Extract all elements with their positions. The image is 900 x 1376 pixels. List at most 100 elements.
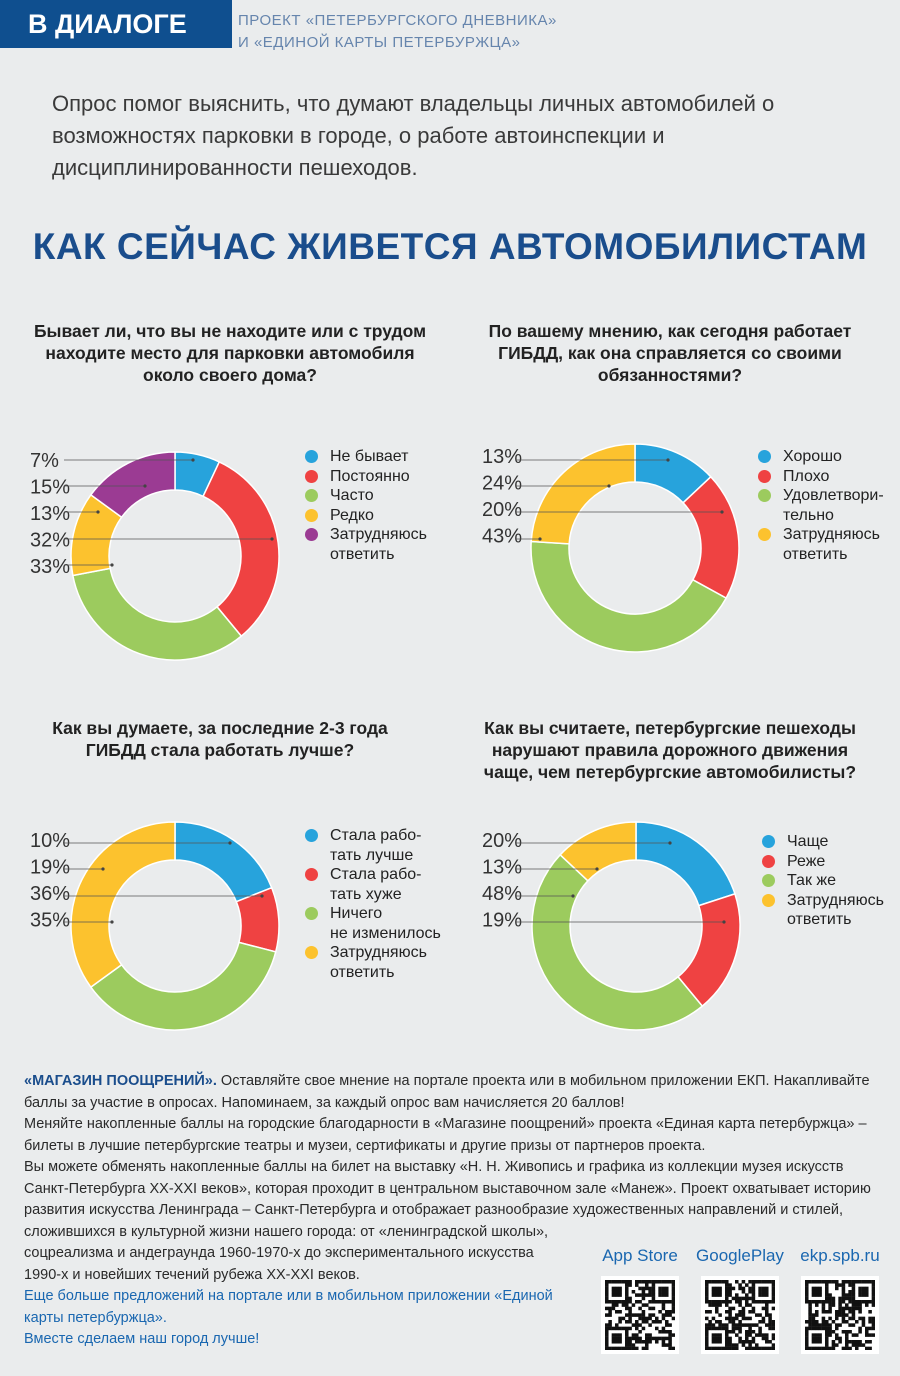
chart-1-title: Бывает ли, что вы не находите или с труд…: [33, 321, 427, 385]
legend-swatch: [758, 450, 771, 463]
legend-item: Затрудняюсь ответить: [762, 891, 884, 930]
percent-label: 15%: [30, 477, 70, 499]
leader-dot: [538, 537, 542, 541]
footer-text: «МАГАЗИН ПООЩРЕНИЙ». Оставляйте свое мне…: [24, 1071, 890, 1351]
legend-item: Так же: [762, 871, 884, 891]
legend-swatch: [762, 835, 775, 848]
donut-slice: [530, 443, 636, 545]
chart-4-title: Как вы считаете, петербургские пешеходы …: [483, 718, 857, 782]
legend-swatch: [305, 489, 318, 502]
legend-item: Не бывает: [305, 447, 427, 467]
website-link[interactable]: ekp.spb.ru: [790, 1246, 890, 1354]
legend-label: Затрудняюсь ответить: [783, 526, 880, 563]
legend-label: Стала рабо- тать хуже: [330, 866, 422, 903]
donut-slice: [531, 853, 704, 1031]
percent-label: 35%: [30, 910, 70, 932]
percent-label: 13%: [30, 503, 70, 525]
legend-item: Затрудняюсь ответить: [305, 525, 427, 564]
legend-swatch: [758, 469, 771, 483]
legend-label: Удовлетвори- тельно: [783, 487, 884, 524]
legend-swatch: [762, 874, 775, 887]
qr-code-icon: [601, 1276, 679, 1354]
percent-label: 36%: [30, 883, 70, 905]
legend-swatch: [305, 907, 318, 920]
app-store-label[interactable]: App Store: [602, 1246, 678, 1265]
legend-label: Редко: [330, 506, 374, 524]
percent-label: 19%: [482, 910, 522, 932]
footer-p4: Еще больше предложений на портале или в …: [24, 1288, 553, 1326]
leader-dot: [96, 510, 100, 514]
legend-item: Хорошо: [758, 447, 884, 467]
donut-slice: [89, 451, 176, 519]
legend-item: Часто: [305, 486, 427, 506]
legend-swatch: [762, 854, 775, 868]
website-label[interactable]: ekp.spb.ru: [800, 1246, 880, 1265]
percent-label: 13%: [482, 857, 522, 879]
legend-label: Стала рабо- тать лучше: [330, 827, 422, 864]
footer-p1: Оставляйте свое мнение на портале проект…: [24, 1073, 870, 1111]
chart-3-legend: Стала рабо- тать лучше Стала рабо- тать х…: [305, 826, 441, 982]
percent-label: 10%: [30, 830, 70, 852]
chart-1-legend: Не бывает Постоянно Часто Редко Затрудняюсь …: [305, 447, 427, 564]
leader-dot: [666, 458, 670, 462]
legend-label: Затрудняюсь ответить: [330, 526, 427, 563]
legend-item: Чаще: [762, 832, 884, 852]
qr-code-icon: [801, 1276, 879, 1354]
legend-label: Ничего не изменилось: [330, 905, 441, 942]
legend-item: Затрудняюсь ответить: [305, 943, 441, 982]
google-play-link[interactable]: GooglePlay: [690, 1246, 790, 1354]
leader-dot: [571, 894, 575, 898]
page-title: КАК СЕЙЧАС ЖИВЕТСЯ АВТОМОБИЛИСТАМ: [32, 226, 868, 267]
project-caption: ПРОЕКТ «ПЕТЕРБУРГСКОГО ДНЕВНИКА» И «ЕДИН…: [238, 10, 557, 54]
chart-4-legend: Чаще Реже Так же Затрудняюсь ответить: [762, 832, 884, 930]
chart-3-title: Как вы думаете, за последние 2-3 года ГИ…: [52, 718, 388, 760]
legend-label: Не бывает: [330, 448, 409, 465]
leader-dot: [260, 894, 264, 898]
donut-slice: [89, 941, 277, 1031]
legend-swatch: [305, 868, 318, 881]
legend-label: Постоянно: [330, 467, 410, 485]
donut-slice: [682, 475, 740, 600]
leader-dot: [110, 920, 114, 924]
donut-slice: [70, 821, 176, 989]
leader-dot: [668, 841, 672, 845]
percent-label: 33%: [30, 556, 70, 578]
legend-swatch: [305, 829, 318, 842]
leader-dot: [607, 484, 611, 488]
legend-swatch: [758, 489, 771, 502]
percent-label: 20%: [482, 499, 522, 521]
percent-label: 32%: [30, 530, 70, 552]
legend-swatch: [758, 528, 771, 541]
legend-item: Удовлетвори- тельно: [758, 486, 884, 525]
legend-item: Стала рабо- тать хуже: [305, 865, 441, 904]
legend-label: Плохо: [783, 467, 830, 485]
leader-dot: [143, 484, 147, 488]
leader-dot: [722, 920, 726, 924]
footer-p3a: Вы можете обменять накопленные баллы на …: [24, 1159, 871, 1240]
leader-dot: [101, 867, 105, 871]
leader-dot: [110, 563, 114, 567]
leader-dot: [720, 510, 724, 514]
donut-slice: [71, 567, 243, 661]
legend-label: Реже: [787, 852, 826, 870]
legend-label: Затрудняюсь ответить: [787, 891, 884, 929]
footer-p2: Меняйте накопленные баллы на городские б…: [24, 1116, 867, 1154]
leader-dot: [191, 458, 195, 462]
percent-label: 43%: [482, 526, 522, 548]
legend-item: Постоянно: [305, 467, 427, 487]
donut-slice: [174, 821, 273, 903]
percent-label: 19%: [30, 857, 70, 879]
legend-swatch: [305, 450, 318, 463]
legend-item: Стала рабо- тать лучше: [305, 826, 441, 865]
legend-swatch: [762, 893, 775, 907]
legend-item: Редко: [305, 506, 427, 526]
chart-2-legend: Хорошо Плохо Удовлетвори- тельно Затрудняюс…: [758, 447, 884, 564]
app-store-link[interactable]: App Store: [590, 1246, 690, 1354]
legend-item: Ничего не изменилось: [305, 904, 441, 943]
percent-label: 20%: [482, 830, 522, 852]
leader-dot: [270, 537, 274, 541]
google-play-label[interactable]: GooglePlay: [696, 1246, 784, 1265]
project-line-2: И «ЕДИНОЙ КАРТЫ ПЕТЕРБУРЖЦА»: [238, 34, 521, 51]
percent-label: 13%: [482, 446, 522, 468]
